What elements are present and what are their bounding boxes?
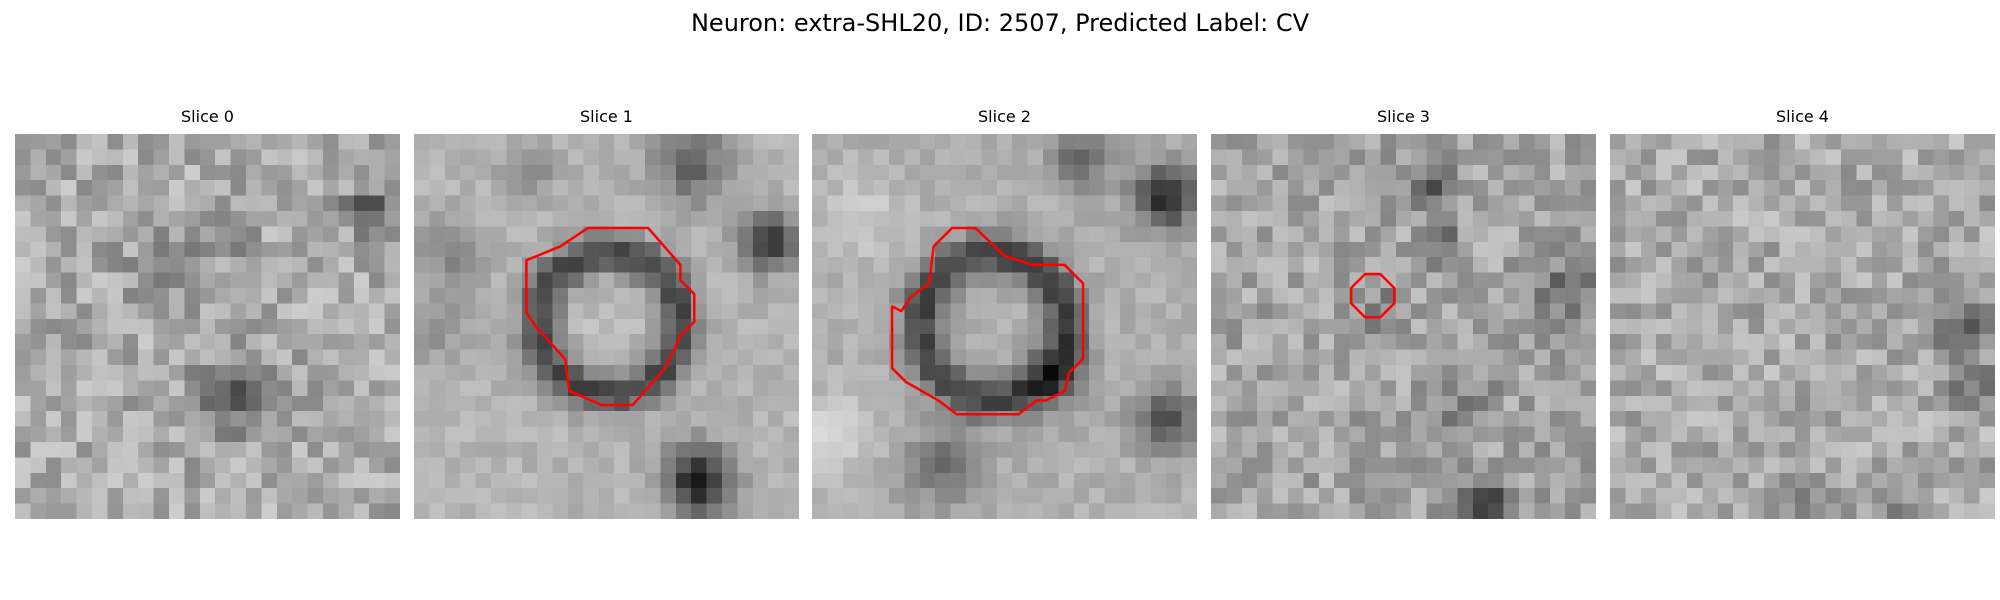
slice-image-3 (1211, 134, 1596, 519)
slice-overlay-2 (812, 134, 1197, 519)
roi-contour-1 (526, 228, 694, 405)
roi-contour-3 (1351, 274, 1394, 317)
slice-overlay-1 (414, 134, 799, 519)
slice-panel-4: Slice 4 (1610, 106, 1995, 526)
figure-title: Neuron: extra-SHL20, ID: 2507, Predicted… (690, 9, 1310, 37)
slice-panel-0: Slice 0 (15, 106, 400, 526)
slice-title-4: Slice 4 (1776, 107, 1829, 126)
slice-title-0: Slice 0 (181, 107, 234, 126)
slice-overlay-0 (15, 134, 400, 519)
slice-panel-2: Slice 2 (812, 106, 1197, 526)
slice-image-4 (1610, 134, 1995, 519)
slice-overlay-3 (1211, 134, 1596, 519)
roi-contour-2 (892, 228, 1083, 414)
slice-title-3: Slice 3 (1377, 107, 1430, 126)
slice-title-2: Slice 2 (978, 107, 1031, 126)
slice-title-1: Slice 1 (580, 107, 633, 126)
slice-overlay-4 (1610, 134, 1995, 519)
slice-image-2 (812, 134, 1197, 519)
slice-image-1 (414, 134, 799, 519)
slice-panel-3: Slice 3 (1211, 106, 1596, 526)
slice-panel-1: Slice 1 (414, 106, 799, 526)
slice-image-0 (15, 134, 400, 519)
